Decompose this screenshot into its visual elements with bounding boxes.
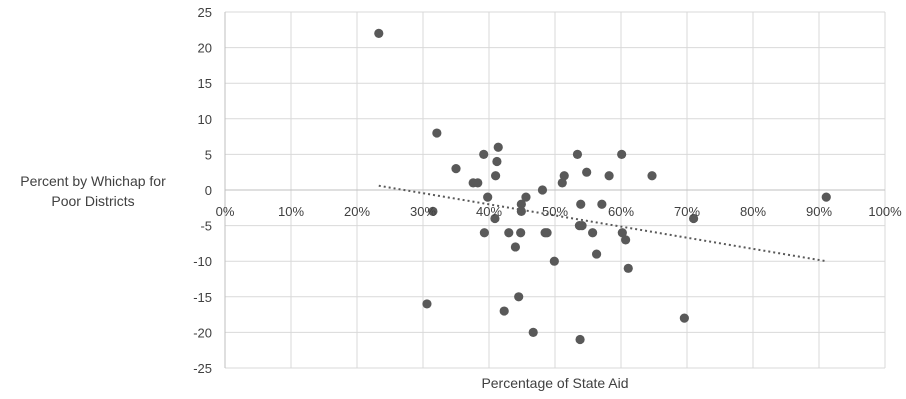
y-tick-label: -15 [193, 290, 212, 305]
x-tick-label: 40% [476, 204, 502, 219]
data-point [575, 334, 585, 345]
y-tick-label: 15 [198, 76, 212, 91]
data-point [491, 171, 501, 181]
tick-labels: 25 20 15 10 5 0 -5 -10 -15 -20 -25 0% 10% 20% 30% 40% 50… [193, 5, 902, 376]
x-tick-label: 30% [410, 204, 436, 219]
data-point [479, 149, 489, 159]
data-point [621, 235, 631, 245]
x-axis-title: Percentage of State Aid [481, 375, 628, 391]
x-tick-label: 20% [344, 204, 370, 219]
y-tick-label: -5 [200, 219, 212, 234]
data-point [479, 228, 489, 238]
data-point [422, 299, 432, 309]
y-axis-title-line-2: Poor Districts [51, 193, 134, 209]
data-point [588, 228, 598, 238]
data-point [490, 213, 500, 224]
data-point [374, 28, 384, 38]
data-point [597, 199, 607, 209]
x-tick-label: 90% [806, 204, 832, 219]
data-point [647, 171, 657, 181]
data-point [821, 192, 831, 202]
data-point [679, 313, 689, 323]
data-point [549, 256, 559, 266]
x-tick-label: 10% [278, 204, 304, 219]
y-tick-label: 25 [198, 5, 212, 20]
data-point [493, 142, 503, 152]
data-point [577, 221, 587, 231]
y-axis-title-line-1: Percent by Whichap for [20, 173, 166, 189]
y-tick-label: -25 [193, 361, 212, 376]
data-point [623, 263, 633, 273]
data-point [559, 171, 569, 181]
data-point [521, 192, 531, 202]
data-point [428, 206, 438, 216]
y-tick-label: 5 [205, 147, 212, 162]
data-point [617, 149, 627, 159]
data-point [528, 327, 538, 337]
data-point [516, 199, 526, 209]
axes [224, 12, 885, 368]
y-tick-label: 20 [198, 41, 212, 56]
data-point [510, 242, 520, 252]
x-tick-label: 80% [740, 204, 766, 219]
data-points [374, 28, 831, 345]
data-point [572, 149, 583, 159]
data-point [576, 199, 586, 209]
data-point [542, 228, 552, 238]
y-tick-label: 0 [205, 183, 212, 198]
data-point [483, 192, 493, 202]
trendline-group [378, 184, 827, 263]
data-point [492, 156, 502, 167]
data-point [516, 206, 526, 216]
gridlines [224, 11, 886, 369]
y-tick-label: 10 [198, 112, 212, 127]
x-tick-label: 50% [542, 204, 568, 219]
x-tick-label: 0% [216, 204, 235, 219]
data-point [514, 292, 524, 302]
y-tick-label: -10 [193, 254, 212, 269]
x-tick-label: 100% [868, 204, 902, 219]
trendline [378, 184, 827, 263]
data-point [617, 228, 627, 238]
x-tick-label: 60% [608, 204, 634, 219]
data-point [499, 306, 509, 316]
data-point [432, 128, 442, 138]
data-point [504, 228, 514, 238]
x-tick-label: 70% [674, 204, 700, 219]
data-point [591, 249, 602, 259]
data-point [473, 178, 483, 188]
data-point [557, 178, 567, 188]
data-point [582, 167, 592, 177]
data-point [604, 171, 614, 181]
data-point [516, 228, 526, 238]
y-tick-label: -20 [193, 325, 212, 340]
data-point [537, 185, 548, 195]
data-point [451, 164, 461, 174]
data-point [689, 213, 699, 224]
